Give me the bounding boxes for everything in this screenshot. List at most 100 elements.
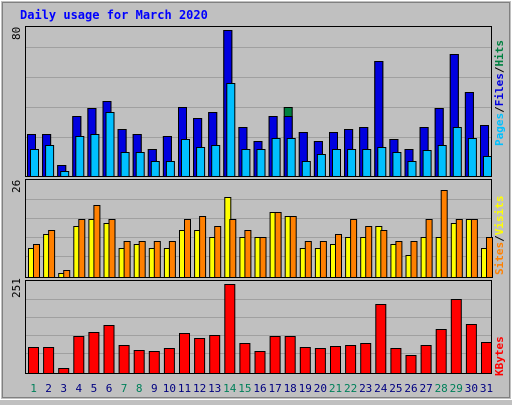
bar-kbytes-day-7: [118, 345, 130, 374]
x-tick-label-11: 11: [178, 382, 191, 395]
bar-kbytes-day-31: [481, 342, 492, 374]
bar-sites-day-2: [48, 230, 56, 278]
bar-sites-day-3: [63, 270, 71, 278]
bar-pages-day-16: [256, 149, 266, 177]
x-tick-label-4: 4: [75, 382, 82, 395]
x-tick-label-3: 3: [60, 382, 67, 395]
x-tick-label-16: 16: [253, 382, 266, 395]
bar-kbytes-day-18: [284, 336, 296, 374]
bar-kbytes-day-2: [43, 347, 55, 374]
bar-kbytes-day-3: [58, 368, 70, 374]
bar-sites-day-4: [78, 219, 86, 278]
bar-pages-day-24: [377, 147, 387, 177]
bar-sites-day-5: [93, 205, 101, 278]
bar-sites-day-6: [108, 219, 116, 278]
bar-kbytes-day-9: [148, 351, 160, 374]
x-tick-label-29: 29: [450, 382, 463, 395]
bar-sites-day-8: [138, 241, 146, 278]
bar-kbytes-day-10: [163, 348, 175, 374]
bar-kbytes-day-27: [420, 345, 432, 374]
x-tick-label-30: 30: [465, 382, 478, 395]
bar-kbytes-day-6: [103, 325, 115, 374]
bar-sites-day-24: [380, 230, 388, 278]
bar-pages-day-20: [316, 154, 326, 177]
bar-kbytes-day-13: [209, 335, 221, 374]
bar-pages-day-6: [105, 112, 115, 177]
bar-pages-day-15: [241, 149, 251, 177]
x-tick-label-23: 23: [359, 382, 372, 395]
bar-pages-day-29: [452, 127, 462, 177]
bar-pages-day-1: [30, 149, 39, 177]
bar-kbytes-day-5: [88, 332, 100, 374]
x-tick-label-27: 27: [419, 382, 432, 395]
x-tick-label-17: 17: [268, 382, 281, 395]
bar-kbytes-day-30: [465, 324, 477, 374]
bar-sites-day-1: [33, 244, 40, 278]
x-axis-labels: 1 2 3 4 5 6 7 8 9 10 11 12 13 14 15 16 17 18 19 20 21 22 23 24 2…: [30, 382, 493, 395]
panel-kbytes-max-label: 251: [10, 278, 23, 298]
panel-hits-max-label: 80: [10, 27, 23, 40]
bar-pages-day-25: [392, 152, 402, 177]
x-tick-label-15: 15: [238, 382, 251, 395]
bar-pages-day-21: [332, 149, 341, 177]
bar-kbytes-day-15: [239, 343, 251, 374]
bar-sites-day-28: [440, 190, 448, 278]
bar-pages-day-2: [45, 145, 55, 177]
x-tick-label-22: 22: [344, 382, 357, 395]
legend-separator-3: /: [493, 235, 506, 242]
bar-pages-day-17: [271, 138, 281, 177]
bar-kbytes-day-19: [299, 347, 311, 374]
bar-pages-day-10: [165, 161, 175, 177]
x-tick-label-5: 5: [91, 382, 98, 395]
x-tick-label-8: 8: [136, 382, 143, 395]
bar-sites-day-29: [455, 219, 463, 278]
x-tick-label-12: 12: [193, 382, 206, 395]
bars-layer: [27, 30, 493, 374]
x-tick-label-31: 31: [480, 382, 493, 395]
bar-pages-day-27: [422, 150, 432, 177]
bar-sites-day-13: [214, 226, 222, 278]
chart-title: Daily usage for March 2020: [20, 8, 208, 22]
bar-sites-day-15: [244, 230, 252, 278]
bar-pages-day-26: [407, 161, 417, 177]
bar-sites-day-23: [365, 226, 373, 278]
bar-sites-day-31: [486, 237, 493, 278]
bar-pages-day-7: [120, 152, 130, 177]
bar-kbytes-day-21: [330, 346, 341, 374]
bar-kbytes-day-1: [28, 347, 39, 374]
bar-kbytes-day-28: [435, 329, 447, 374]
bar-pages-day-8: [135, 152, 145, 177]
bar-sites-day-22: [350, 219, 358, 278]
bar-kbytes-day-14: [224, 284, 236, 374]
bar-kbytes-day-17: [269, 336, 281, 374]
outer-bevel-dark: [2, 2, 510, 398]
x-tick-label-13: 13: [208, 382, 221, 395]
bar-kbytes-day-11: [179, 333, 190, 374]
x-tick-label-26: 26: [404, 382, 417, 395]
bar-pages-day-23: [362, 149, 372, 177]
bar-sites-day-25: [395, 241, 403, 278]
bar-kbytes-day-25: [390, 348, 402, 374]
bar-pages-day-13: [211, 145, 221, 177]
x-tick-label-19: 19: [299, 382, 312, 395]
x-tick-label-9: 9: [151, 382, 158, 395]
bar-kbytes-day-20: [314, 348, 326, 374]
bar-kbytes-day-23: [360, 343, 372, 374]
x-tick-label-10: 10: [163, 382, 176, 395]
x-tick-label-1: 1: [30, 382, 37, 395]
legend-visits: Visits: [493, 196, 506, 236]
panel-visits-max-label: 26: [10, 180, 23, 193]
bar-sites-day-17: [274, 212, 282, 278]
legend-separator-2: /: [493, 66, 506, 73]
bar-kbytes-day-22: [345, 345, 357, 374]
bar-kbytes-day-16: [254, 351, 266, 374]
x-tick-label-18: 18: [284, 382, 297, 395]
legend-kbytes: KBytes: [493, 336, 506, 376]
legend-separator-1: /: [493, 106, 506, 113]
bar-pages-day-28: [437, 145, 447, 177]
bar-pages-day-19: [301, 161, 311, 177]
bar-kbytes-day-8: [133, 350, 145, 374]
x-tick-label-20: 20: [314, 382, 327, 395]
legend-pages: Pages: [493, 113, 506, 146]
bar-kbytes-day-12: [194, 338, 206, 374]
